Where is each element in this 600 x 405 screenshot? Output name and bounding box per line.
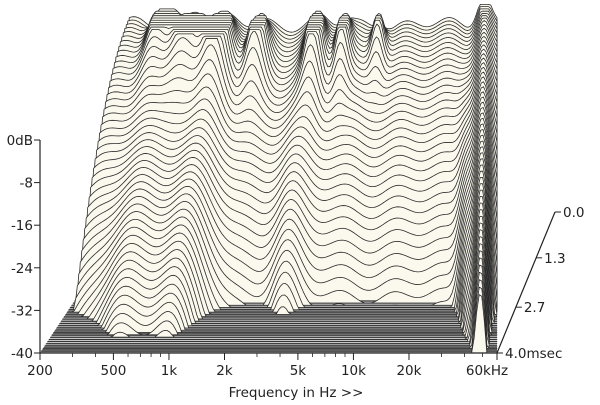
x-tick-label: 10k <box>341 363 366 379</box>
decay-slice <box>50 243 498 338</box>
x-tick-label: 200 <box>27 363 53 379</box>
chart-slices <box>39 3 498 354</box>
x-tick-label: 1k <box>161 363 178 379</box>
decay-slice <box>44 271 498 347</box>
x-tick-label: 500 <box>101 363 127 379</box>
x-tick-label: 60kHz <box>466 363 508 379</box>
time-axis-line <box>496 211 556 354</box>
floor-stripe <box>43 346 497 349</box>
y-tick-label: -8 <box>20 176 33 192</box>
decay-slice <box>47 257 498 343</box>
x-axis-title: Frequency in Hz >> <box>229 385 364 401</box>
time-tick-label: 1.3 <box>544 251 565 267</box>
time-tick-label: 0.0 <box>563 205 584 221</box>
decay-slice <box>41 286 498 352</box>
y-tick-label: -40 <box>11 346 33 362</box>
time-tick-label: 2.7 <box>524 300 545 316</box>
x-tick-label: 20k <box>396 363 421 379</box>
floor-stripe <box>44 344 497 347</box>
decay-slice <box>51 236 498 336</box>
decay-slice <box>45 264 498 345</box>
decay-slice <box>48 250 498 340</box>
x-tick-label: 5k <box>290 363 307 379</box>
y-tick-label: 0dB <box>7 133 33 149</box>
floor-stripe <box>41 348 497 351</box>
y-tick-label: -32 <box>11 303 33 319</box>
decay-slice <box>54 222 498 331</box>
floor-stripe <box>40 350 498 353</box>
x-tick-label: 2k <box>216 363 233 379</box>
decay-slice <box>56 215 498 329</box>
y-tick-label: -24 <box>11 261 33 277</box>
y-tick-label: -16 <box>11 218 33 234</box>
decay-slice <box>42 279 498 349</box>
decay-slice <box>53 229 498 333</box>
time-tick-label: 4.0msec <box>505 346 562 362</box>
